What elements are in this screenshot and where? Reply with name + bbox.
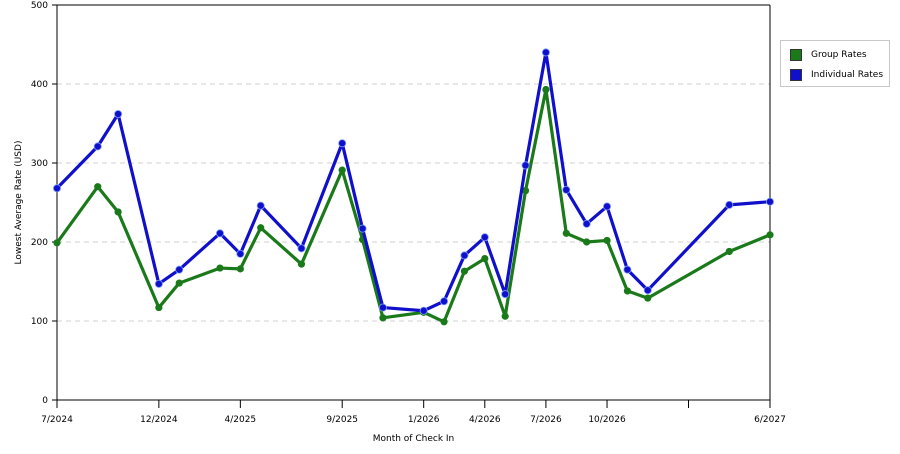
x-axis-label: Month of Check In — [373, 434, 455, 444]
x-tick-label: 7/2024 — [41, 415, 73, 425]
data-point-group-rates — [338, 166, 346, 174]
data-point-individual-rates — [521, 161, 530, 170]
data-point-individual-rates — [440, 297, 449, 306]
data-point-group-rates — [257, 224, 265, 232]
data-point-group-rates — [175, 279, 183, 287]
y-tick-label: 400 — [31, 80, 48, 90]
y-tick-label: 0 — [42, 396, 48, 406]
data-point-group-rates — [644, 294, 652, 302]
legend-label-individual: Individual Rates — [811, 70, 884, 80]
data-point-group-rates — [501, 312, 509, 320]
data-point-group-rates — [53, 239, 61, 247]
data-point-group-rates — [583, 238, 591, 246]
data-point-individual-rates — [766, 197, 775, 206]
y-tick-label: 100 — [31, 317, 48, 327]
y-axis-label: Lowest Average Rate (USD) — [14, 141, 24, 265]
x-tick-label: 6/2027 — [754, 415, 786, 425]
x-tick-label: 10/2026 — [588, 415, 626, 425]
data-point-individual-rates — [378, 303, 387, 312]
data-point-group-rates — [542, 85, 550, 94]
data-point-group-rates — [236, 265, 244, 273]
data-point-individual-rates — [562, 185, 571, 194]
x-tick-label: 9/2025 — [326, 415, 358, 425]
data-point-individual-rates — [582, 219, 591, 228]
data-point-individual-rates — [358, 224, 367, 233]
data-point-group-rates — [766, 231, 774, 239]
data-point-individual-rates — [460, 251, 469, 260]
y-tick-label: 300 — [31, 159, 48, 169]
data-point-individual-rates — [236, 249, 245, 258]
x-tick-label: 4/2026 — [469, 415, 501, 425]
data-point-individual-rates — [643, 286, 652, 295]
legend: Group Rates Individual Rates — [780, 40, 890, 87]
data-point-group-rates — [155, 303, 163, 312]
data-point-group-rates — [562, 229, 570, 237]
y-tick-label: 200 — [31, 238, 48, 248]
data-point-individual-rates — [338, 139, 347, 148]
x-tick-label: 1/2026 — [408, 415, 440, 425]
data-point-individual-rates — [297, 244, 306, 253]
data-point-group-rates — [216, 264, 224, 272]
data-point-individual-rates — [501, 290, 510, 299]
series-individual-rates — [53, 48, 775, 315]
legend-item-individual: Individual Rates — [790, 68, 883, 82]
data-point-individual-rates — [541, 48, 550, 57]
data-point-group-rates — [481, 254, 489, 263]
data-point-individual-rates — [215, 229, 224, 238]
series-line-individual-rates — [55, 50, 772, 313]
data-point-individual-rates — [256, 201, 265, 210]
legend-label-group: Group Rates — [811, 50, 867, 60]
x-tick-label: 12/2024 — [140, 415, 178, 425]
data-point-group-rates — [379, 314, 387, 322]
legend-swatch-group — [790, 49, 802, 61]
data-point-individual-rates — [480, 233, 489, 242]
data-point-individual-rates — [114, 110, 123, 119]
data-point-individual-rates — [603, 202, 612, 211]
data-point-individual-rates — [154, 279, 163, 288]
series-group-rates — [53, 85, 774, 326]
data-point-group-rates — [460, 267, 469, 275]
data-point-group-rates — [521, 187, 530, 195]
data-point-group-rates — [603, 236, 611, 245]
data-point-individual-rates — [93, 142, 102, 151]
data-point-individual-rates — [623, 265, 632, 274]
data-point-group-rates — [297, 260, 306, 268]
data-point-individual-rates — [725, 200, 734, 209]
data-point-group-rates — [440, 318, 448, 326]
x-tick-label: 4/2025 — [225, 415, 257, 425]
data-point-group-rates — [623, 287, 632, 295]
data-point-group-rates — [94, 183, 102, 191]
legend-swatch-individual — [790, 69, 802, 81]
x-tick-label: 7/2026 — [530, 415, 562, 425]
legend-item-group: Group Rates — [790, 48, 867, 62]
y-tick-label: 500 — [31, 1, 48, 11]
data-point-individual-rates — [175, 265, 184, 274]
data-point-group-rates — [725, 247, 733, 256]
data-point-group-rates — [114, 208, 122, 216]
plot-area — [57, 5, 770, 400]
data-point-individual-rates — [53, 184, 62, 193]
data-point-individual-rates — [419, 306, 428, 315]
